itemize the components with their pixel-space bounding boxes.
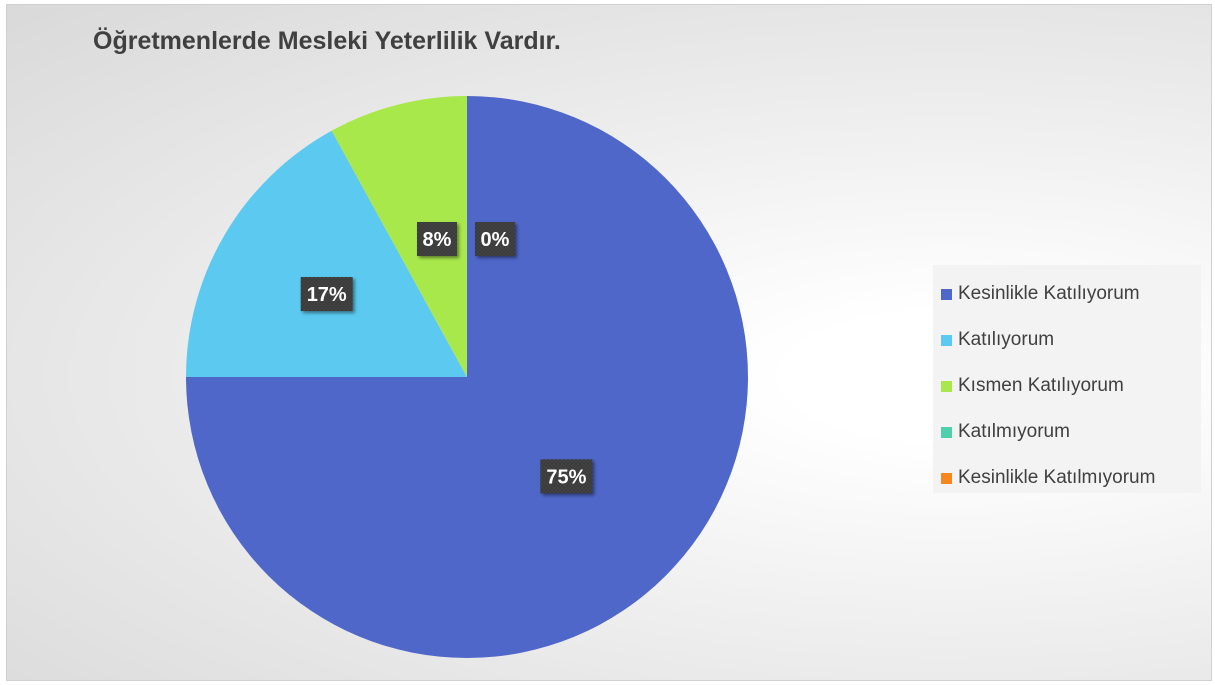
- data-label-box: [540, 459, 593, 494]
- pie-slice-2: [186, 130, 467, 377]
- data-label-3: 8%: [417, 222, 457, 256]
- legend-swatch: [941, 288, 952, 300]
- data-label-1: 75%: [540, 459, 593, 494]
- legend-label: Katılıyorum: [958, 329, 1055, 350]
- legend-item-1: Kesinlikle Katılıyorum: [941, 271, 1201, 317]
- legend-label: Katılmıyorum: [958, 421, 1070, 442]
- data-label-box: [300, 277, 353, 312]
- legend-item-4: Katılmıyorum: [941, 409, 1201, 455]
- data-label-box: [475, 222, 515, 256]
- legend-swatch: [941, 426, 952, 438]
- legend-item-5: Kesinlikle Katılmıyorum: [941, 455, 1201, 501]
- legend-item-3: Kısmen Katılıyorum: [941, 363, 1201, 409]
- legend-label: Kesinlikle Katılıyorum: [958, 283, 1140, 304]
- data-label-text: 75%: [546, 466, 586, 488]
- legend-label: Kesinlikle Katılmıyorum: [958, 467, 1156, 488]
- legend-swatch: [941, 334, 952, 346]
- data-label-2: 17%: [300, 277, 353, 312]
- pie-slice-3: [331, 96, 467, 377]
- legend: Kesinlikle Katılıyorum Katılıyorum Kısmen …: [933, 265, 1201, 493]
- data-label-text: 17%: [307, 284, 347, 306]
- data-label-4: 0%: [475, 222, 515, 256]
- legend-item-2: Katılıyorum: [941, 317, 1201, 363]
- legend-swatch: [941, 380, 952, 392]
- chart-title: Öğretmenlerde Mesleki Yeterlilik Vardır.: [93, 27, 561, 55]
- chart-area: Öğretmenlerde Mesleki Yeterlilik Vardır.…: [6, 4, 1212, 681]
- pie-chart: 75% 17% 8% 0%: [186, 96, 748, 658]
- data-label-box: [417, 222, 457, 256]
- data-label-text: 8%: [423, 229, 452, 251]
- legend-label: Kısmen Katılıyorum: [958, 375, 1124, 396]
- legend-swatch: [941, 472, 952, 484]
- data-label-text: 0%: [481, 229, 510, 251]
